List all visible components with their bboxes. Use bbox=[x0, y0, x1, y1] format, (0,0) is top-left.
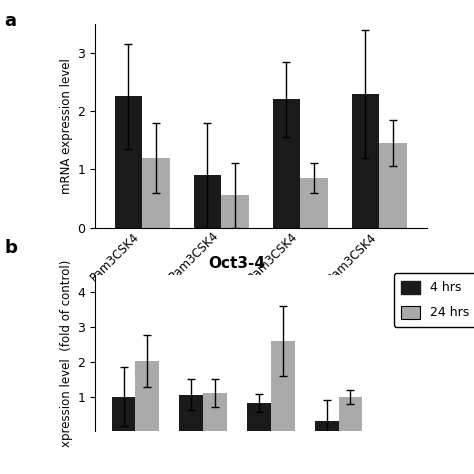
Title: Oct3-4: Oct3-4 bbox=[209, 256, 265, 271]
Bar bbox=[193, 175, 221, 228]
Text: a: a bbox=[5, 12, 17, 30]
Bar bbox=[352, 93, 379, 228]
Bar bbox=[136, 361, 159, 431]
Text: b: b bbox=[5, 239, 18, 257]
Bar bbox=[273, 100, 300, 228]
Legend: 4 hrs, 24 hrs: 4 hrs, 24 hrs bbox=[394, 273, 474, 327]
Bar bbox=[379, 143, 407, 228]
Bar bbox=[142, 158, 170, 228]
Bar bbox=[300, 178, 328, 228]
Bar bbox=[115, 97, 142, 228]
Bar bbox=[338, 397, 362, 431]
Bar bbox=[203, 393, 227, 431]
Bar bbox=[271, 341, 294, 431]
Y-axis label: mRNA expression level: mRNA expression level bbox=[60, 58, 73, 193]
Bar bbox=[221, 195, 249, 228]
Bar bbox=[247, 403, 271, 431]
Bar bbox=[112, 397, 136, 431]
Bar bbox=[315, 421, 338, 431]
Y-axis label: xpression level  (fold of control): xpression level (fold of control) bbox=[60, 259, 73, 447]
Bar bbox=[180, 395, 203, 431]
